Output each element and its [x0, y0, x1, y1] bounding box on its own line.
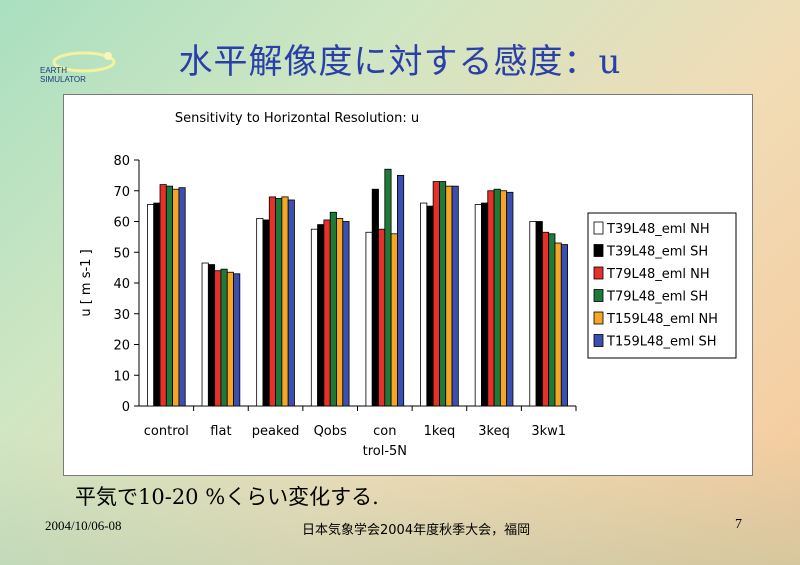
bar	[397, 174, 405, 407]
footer-event: 日本気象学会2004年度秋季大会，福岡	[302, 523, 531, 538]
bar	[439, 181, 447, 407]
bar	[529, 221, 537, 407]
x-tick-label: 1keq	[424, 424, 456, 439]
bar	[310, 228, 318, 407]
y-tick-label: 50	[113, 246, 130, 261]
logo-line-2: SIMULATOR	[40, 75, 86, 84]
page-number: 7	[735, 517, 742, 532]
bar	[256, 218, 264, 407]
bar	[214, 270, 222, 407]
bar	[390, 233, 398, 407]
bar	[329, 211, 337, 407]
bar	[317, 224, 325, 407]
x-tick-label: control	[144, 424, 189, 439]
footer-date: 2004/10/06-08	[45, 518, 122, 533]
y-tick-label: 60	[113, 216, 130, 231]
bar	[323, 219, 331, 407]
bar	[201, 262, 209, 407]
bar	[178, 187, 186, 407]
bar	[554, 242, 562, 407]
legend-label: T39L48_eml NH	[606, 222, 710, 237]
bar	[506, 191, 514, 407]
x-tick-label: Qobs	[314, 424, 347, 439]
bar	[541, 231, 550, 407]
bar	[499, 190, 508, 407]
x-tick-label: trol-5N	[363, 444, 407, 459]
bar	[226, 271, 234, 407]
legend-swatch	[593, 289, 604, 302]
legend-label: T79L48_eml SH	[606, 290, 708, 305]
legend-swatch	[593, 311, 604, 325]
bar	[165, 185, 174, 407]
bar	[487, 190, 495, 407]
logo-line-1: EARTH	[40, 66, 67, 75]
bar	[371, 188, 379, 407]
x-tick-label: 3keq	[478, 424, 510, 439]
bar	[451, 185, 459, 407]
bar	[233, 273, 241, 407]
earth-simulator-logo	[52, 51, 116, 73]
bar	[432, 181, 440, 407]
slide-caption: 平気で10-20 %くらい変化する.	[75, 485, 379, 509]
bar	[426, 205, 434, 407]
bar	[262, 219, 270, 407]
bar	[493, 188, 501, 407]
bar	[365, 231, 373, 407]
x-tick-label: 3kw1	[531, 424, 566, 439]
legend-label: T159L48_eml SH	[606, 335, 716, 350]
y-tick-label: 40	[113, 277, 130, 292]
bar	[535, 221, 543, 407]
bar	[172, 188, 180, 407]
legend-swatch	[593, 244, 604, 257]
legend-label: T79L48_eml NH	[606, 267, 710, 282]
bar	[481, 202, 489, 407]
bar	[342, 221, 350, 407]
bar	[147, 204, 155, 407]
slide-title: 水平解像度に対する感度：u	[178, 42, 622, 82]
bar	[420, 202, 428, 407]
chart-title: Sensitivity to Horizontal Resolution: u	[175, 111, 419, 126]
y-axis-label: u [ m s-1 ]	[79, 249, 94, 316]
y-tick-label: 0	[122, 400, 130, 415]
bar	[153, 202, 161, 407]
bar	[384, 168, 392, 407]
bar	[268, 196, 276, 407]
bar	[445, 185, 453, 407]
y-tick-label: 30	[113, 308, 130, 323]
legend-label: T39L48_eml SH	[606, 245, 708, 260]
bar	[474, 204, 482, 407]
bar	[220, 268, 228, 407]
bar	[548, 233, 556, 407]
y-tick-label: 70	[113, 185, 130, 200]
x-tick-label: flat	[210, 424, 231, 439]
bar	[159, 184, 167, 407]
logo-text: EARTH SIMULATOR	[40, 66, 86, 84]
x-tick-label: peaked	[252, 424, 300, 439]
bar	[378, 228, 386, 407]
legend-swatch	[593, 334, 604, 347]
chart-panel: Sensitivity to Horizontal Resolution: u u…	[63, 94, 753, 476]
bar	[560, 244, 568, 407]
legend-swatch	[593, 221, 604, 235]
y-tick-label: 10	[113, 369, 130, 384]
y-tick-label: 20	[113, 339, 130, 354]
x-tick-label: con	[373, 424, 396, 439]
legend-label: T159L48_eml NH	[606, 312, 718, 327]
bar	[336, 218, 344, 407]
y-tick-label: 80	[113, 154, 130, 169]
bar	[207, 264, 216, 407]
bar	[281, 196, 289, 407]
bar	[275, 198, 283, 407]
legend-box	[587, 212, 737, 359]
legend-swatch	[593, 266, 604, 280]
bar-chart: Sensitivity to Horizontal Resolution: u u…	[79, 111, 737, 459]
bar	[287, 199, 295, 407]
